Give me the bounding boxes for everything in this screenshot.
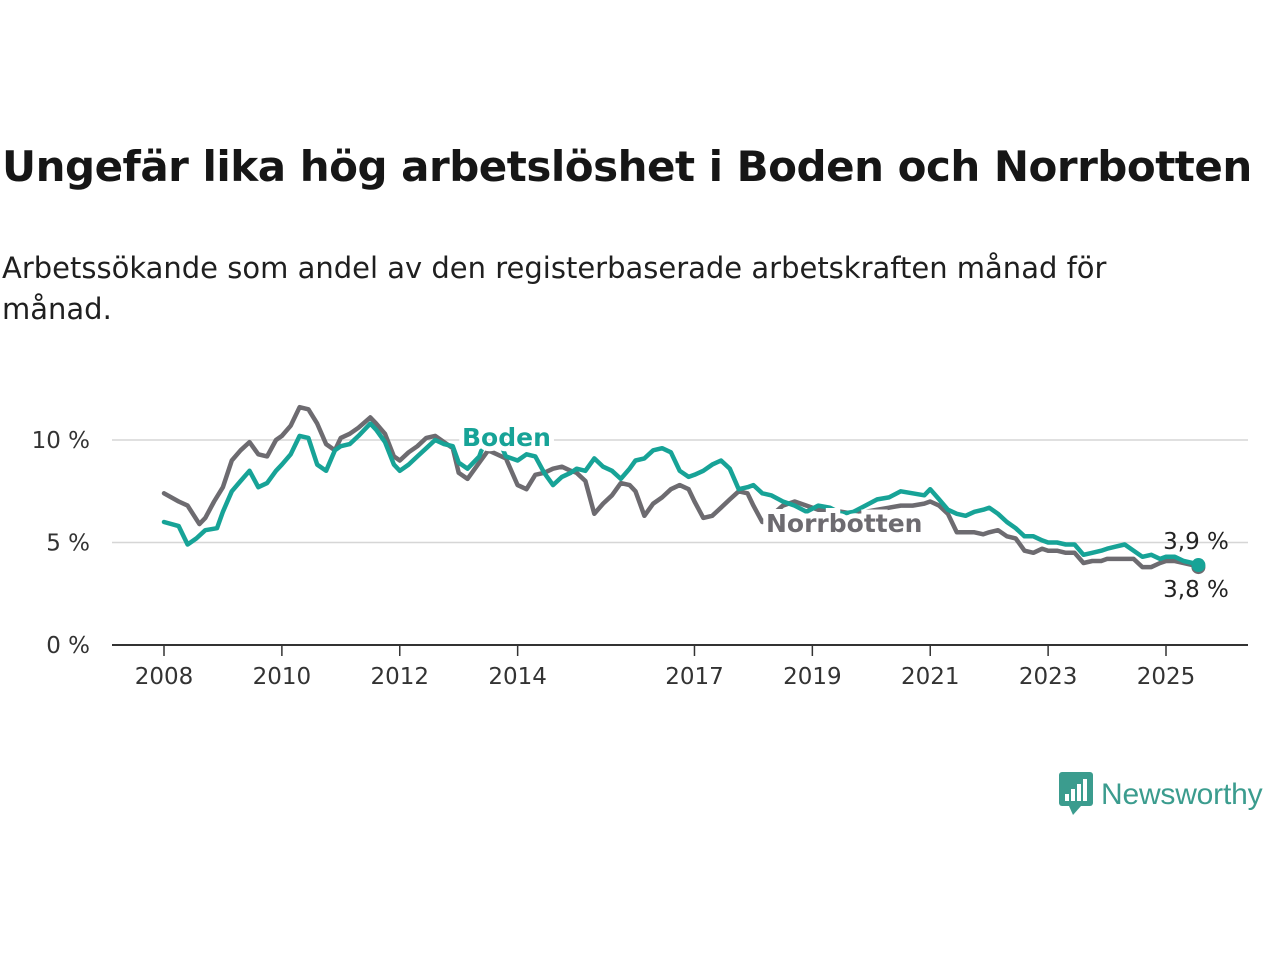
series-line-norrbotten [161,404,1201,570]
y-tick-label: 0 % [46,633,90,659]
x-tick-label: 2008 [135,664,194,690]
line-chart: 0 %5 %10 % 2008 2010 2012 2014 2017 2019 2021 2… [32,404,1248,690]
newsworthy-brand: Newsworthy [1059,772,1263,818]
x-tick-label: 2014 [488,664,547,690]
x-tick-label: 2021 [901,664,960,690]
x-tick-label: 2023 [1019,664,1078,690]
series-lines [161,404,1206,575]
series-label-norrbotten: Norrbotten [766,509,922,538]
chart-subtitle: Arbetssökande som andel av den registerb… [2,251,1107,326]
x-axis-ticks: 2008 2010 2012 2014 2017 2019 2021 2023 2025 [135,645,1196,690]
end-point-boden [1191,558,1206,573]
y-tick-label: 5 % [46,531,90,557]
y-tick-label: 10 % [32,428,90,454]
brand-name: Newsworthy [1101,778,1263,811]
newsworthy-logo-icon [1059,772,1093,815]
series-label-halo: Norrbotten [766,509,922,538]
chart-title: Ungefär lika hög arbetslöshet i Boden oc… [2,142,1252,191]
series-line-boden [161,421,1201,568]
gridlines [112,439,1248,544]
end-value-label-norrbotten: 3,8 % [1163,577,1229,603]
series-label-halo: Boden [462,423,551,452]
x-tick-label: 2025 [1137,664,1196,690]
x-tick-label: 2017 [665,664,724,690]
end-value-label-boden: 3,9 % [1163,529,1229,555]
x-tick-label: 2010 [253,664,312,690]
series-label-boden: Boden [462,423,551,452]
y-axis-ticks: 0 % 5 % 10 % [32,428,90,659]
x-tick-label: 2012 [370,664,429,690]
x-tick-label: 2019 [783,664,842,690]
